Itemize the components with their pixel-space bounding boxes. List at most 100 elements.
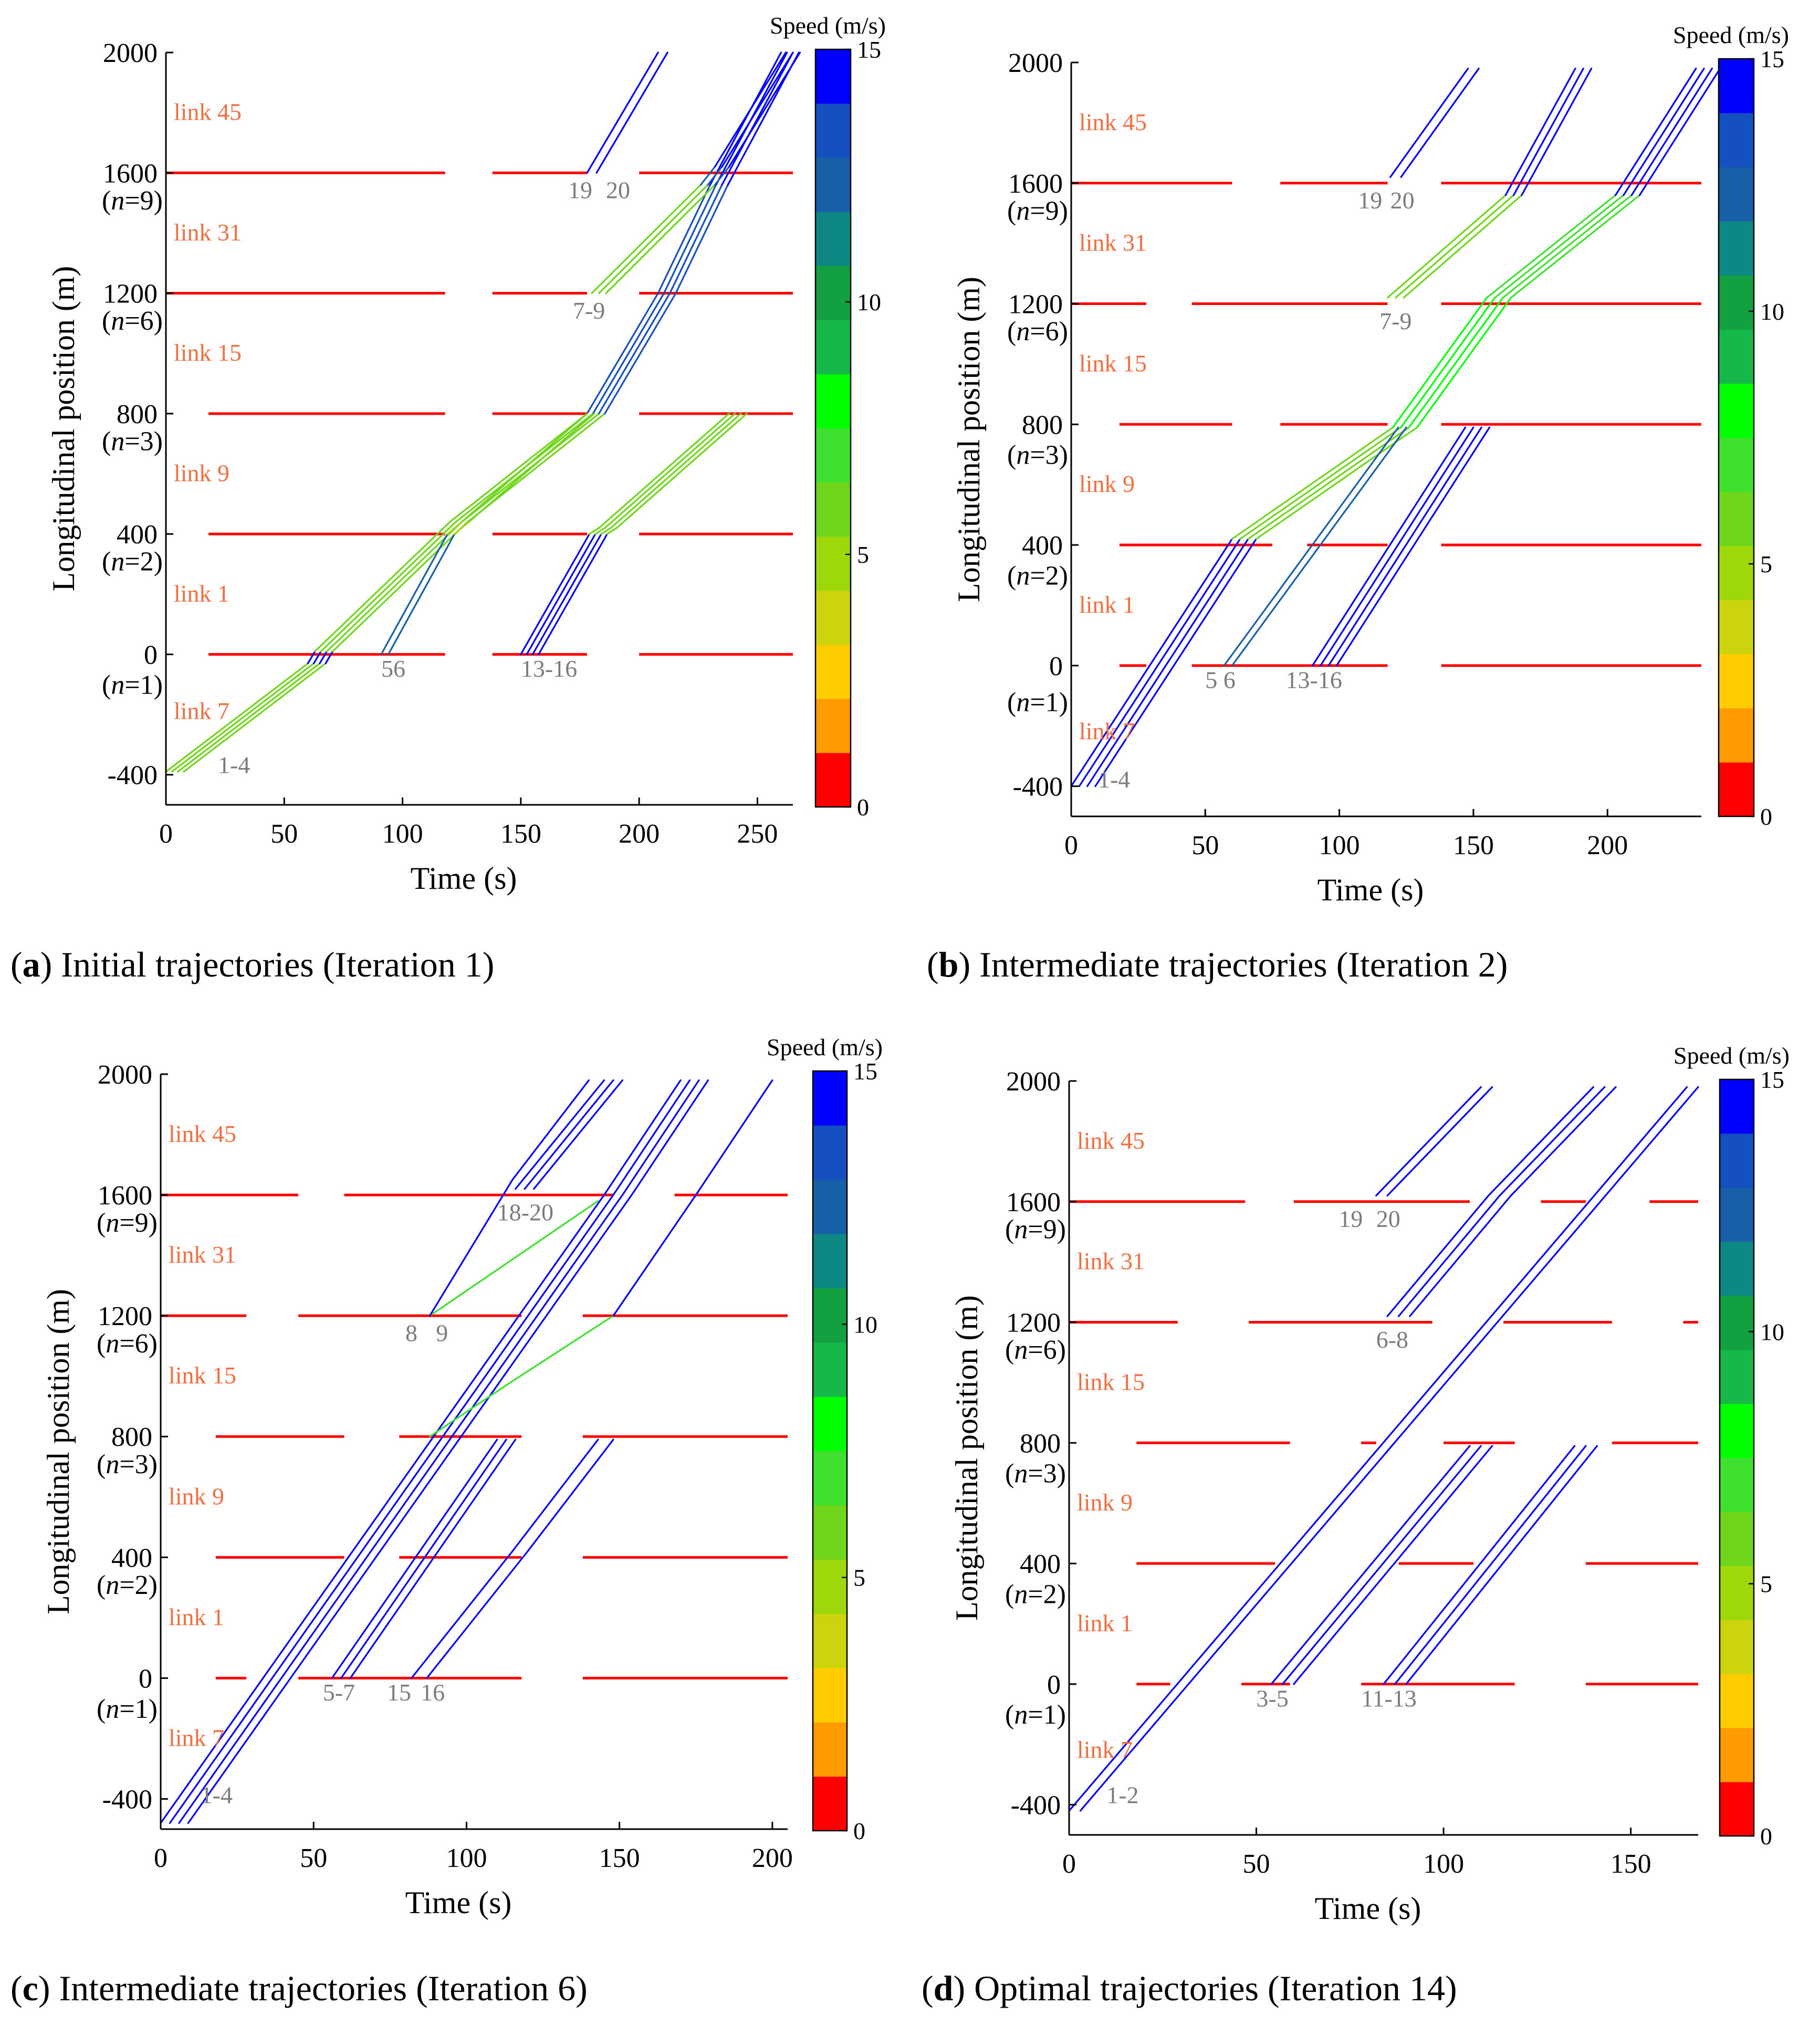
trajectory-line: [605, 184, 716, 295]
trajectory-line: [454, 521, 470, 535]
y-tick-label: 1200: [98, 1301, 152, 1331]
colorbar-segment: [1720, 1674, 1754, 1728]
trajectory-line: [675, 184, 729, 295]
x-tick-label: 100: [1423, 1849, 1464, 1879]
trajectory-line: [621, 1079, 700, 1196]
colorbar-tick-label: 0: [857, 794, 869, 821]
link-label: link 31: [174, 219, 242, 246]
stage-label: (n=6): [1005, 1335, 1066, 1365]
y-tick-label: 800: [1020, 1429, 1061, 1458]
x-tick-label: 0: [1064, 831, 1078, 860]
trajectory-line: [721, 51, 794, 168]
trajectory-line: [699, 166, 716, 186]
vehicle-group-label: 20: [1376, 1205, 1400, 1232]
vehicle-group-label: 19: [1358, 187, 1382, 214]
trajectory-line: [1335, 426, 1491, 667]
link-label: link 1: [169, 1603, 224, 1630]
trajectory-line: [1255, 426, 1418, 540]
colorbar-segment: [813, 1505, 847, 1560]
colorbar-frame: [814, 48, 852, 808]
trajectory-line: [1510, 194, 1641, 299]
colorbar-segment: [815, 266, 851, 320]
colorbar-segment: [1720, 1133, 1754, 1188]
y-tick-label: -400: [102, 1784, 152, 1814]
trajectory-line: [591, 184, 702, 295]
trajectory-line: [428, 1200, 599, 1317]
colorbar-label: Speed (m/s): [1673, 1042, 1790, 1069]
colorbar-tick-label: 10: [857, 289, 881, 316]
trajectory-line: [1630, 67, 1713, 196]
vehicle-group-label: 13-16: [1286, 667, 1342, 694]
trajectory-line: [1409, 1194, 1512, 1317]
stage-label: (n=9): [97, 1208, 158, 1238]
colorbar-tick-label: 0: [853, 1818, 865, 1844]
trajectory-line: [603, 1079, 682, 1196]
trajectory-line: [598, 413, 730, 529]
colorbar-segment: [1719, 762, 1754, 817]
stage-label: (n=9): [1007, 196, 1068, 226]
trajectory-line: [1320, 426, 1474, 667]
vehicle-group-label: 1-2: [1106, 1781, 1138, 1808]
link-label: link 1: [1079, 591, 1135, 618]
trajectory-line: [169, 1194, 614, 1824]
colorbar-segment: [815, 320, 851, 374]
colorbar-segment: [815, 752, 851, 807]
y-tick-label: 0: [144, 640, 158, 670]
y-tick-label: 1200: [103, 279, 158, 309]
y-tick-label: -400: [108, 761, 158, 791]
y-tick-label: 2000: [1008, 48, 1063, 78]
colorbar-segment: [1719, 59, 1754, 113]
colorbar-segment: [815, 590, 851, 645]
trajectory-line: [721, 51, 794, 186]
trajectory-line: [1510, 1086, 1617, 1196]
x-tick-label: 50: [300, 1843, 327, 1873]
trajectory-line: [349, 1439, 517, 1679]
trajectory-line: [1400, 297, 1496, 428]
x-tick-label: 100: [1319, 831, 1360, 860]
vehicle-group-label: 9: [436, 1320, 448, 1347]
trajectory-line: [1512, 67, 1584, 196]
colorbar-segment: [813, 1776, 847, 1831]
trajectory-line: [1386, 1194, 1490, 1317]
trajectory-line: [387, 533, 456, 656]
link-label: link 1: [174, 580, 229, 607]
link-label: link 15: [1077, 1368, 1145, 1395]
y-tick-label: 1200: [1008, 290, 1063, 320]
trajectory-line: [331, 1439, 498, 1679]
trajectory-line: [657, 184, 711, 295]
trajectory-line: [600, 527, 612, 535]
vehicle-group-label: 11-13: [1361, 1685, 1417, 1712]
x-tick-label: 50: [270, 819, 298, 849]
colorbar-segment: [815, 49, 851, 104]
y-tick-label: 2000: [103, 38, 158, 68]
trajectory-line: [1094, 538, 1257, 788]
link-label: link 31: [169, 1241, 236, 1268]
y-axis-label: Longitudinal position (m): [949, 1295, 984, 1621]
stage-label: (n=2): [97, 1570, 158, 1600]
y-tick-label: 1600: [103, 159, 158, 188]
y-axis-label: Longitudinal position (m): [46, 266, 81, 592]
trajectory-line: [612, 1079, 691, 1196]
colorbar-segment: [815, 536, 851, 591]
trajectory-line: [1375, 1086, 1482, 1196]
trajectory-line: [595, 51, 668, 174]
trajectory-line: [1386, 1086, 1493, 1196]
y-tick-label: 0: [1047, 1670, 1061, 1700]
x-tick-label: 150: [599, 1843, 640, 1873]
trajectory-line: [1638, 67, 1721, 196]
link-label: link 31: [1077, 1248, 1145, 1275]
link-label: link 7: [1079, 718, 1135, 744]
vehicle-group-label: 1-4: [218, 751, 250, 778]
y-tick-label: 800: [1022, 410, 1063, 440]
stage-label: (n=6): [102, 306, 163, 336]
x-axis-label: Time (s): [405, 1885, 512, 1920]
colorbar-tick-label: 15: [853, 1058, 877, 1085]
trajectory-line: [165, 662, 309, 773]
y-tick-label: 1200: [1006, 1308, 1061, 1338]
x-tick-label: 50: [1191, 831, 1219, 860]
stage-label: (n=3): [102, 426, 163, 456]
vehicle-group-label: 3-5: [1257, 1685, 1289, 1712]
